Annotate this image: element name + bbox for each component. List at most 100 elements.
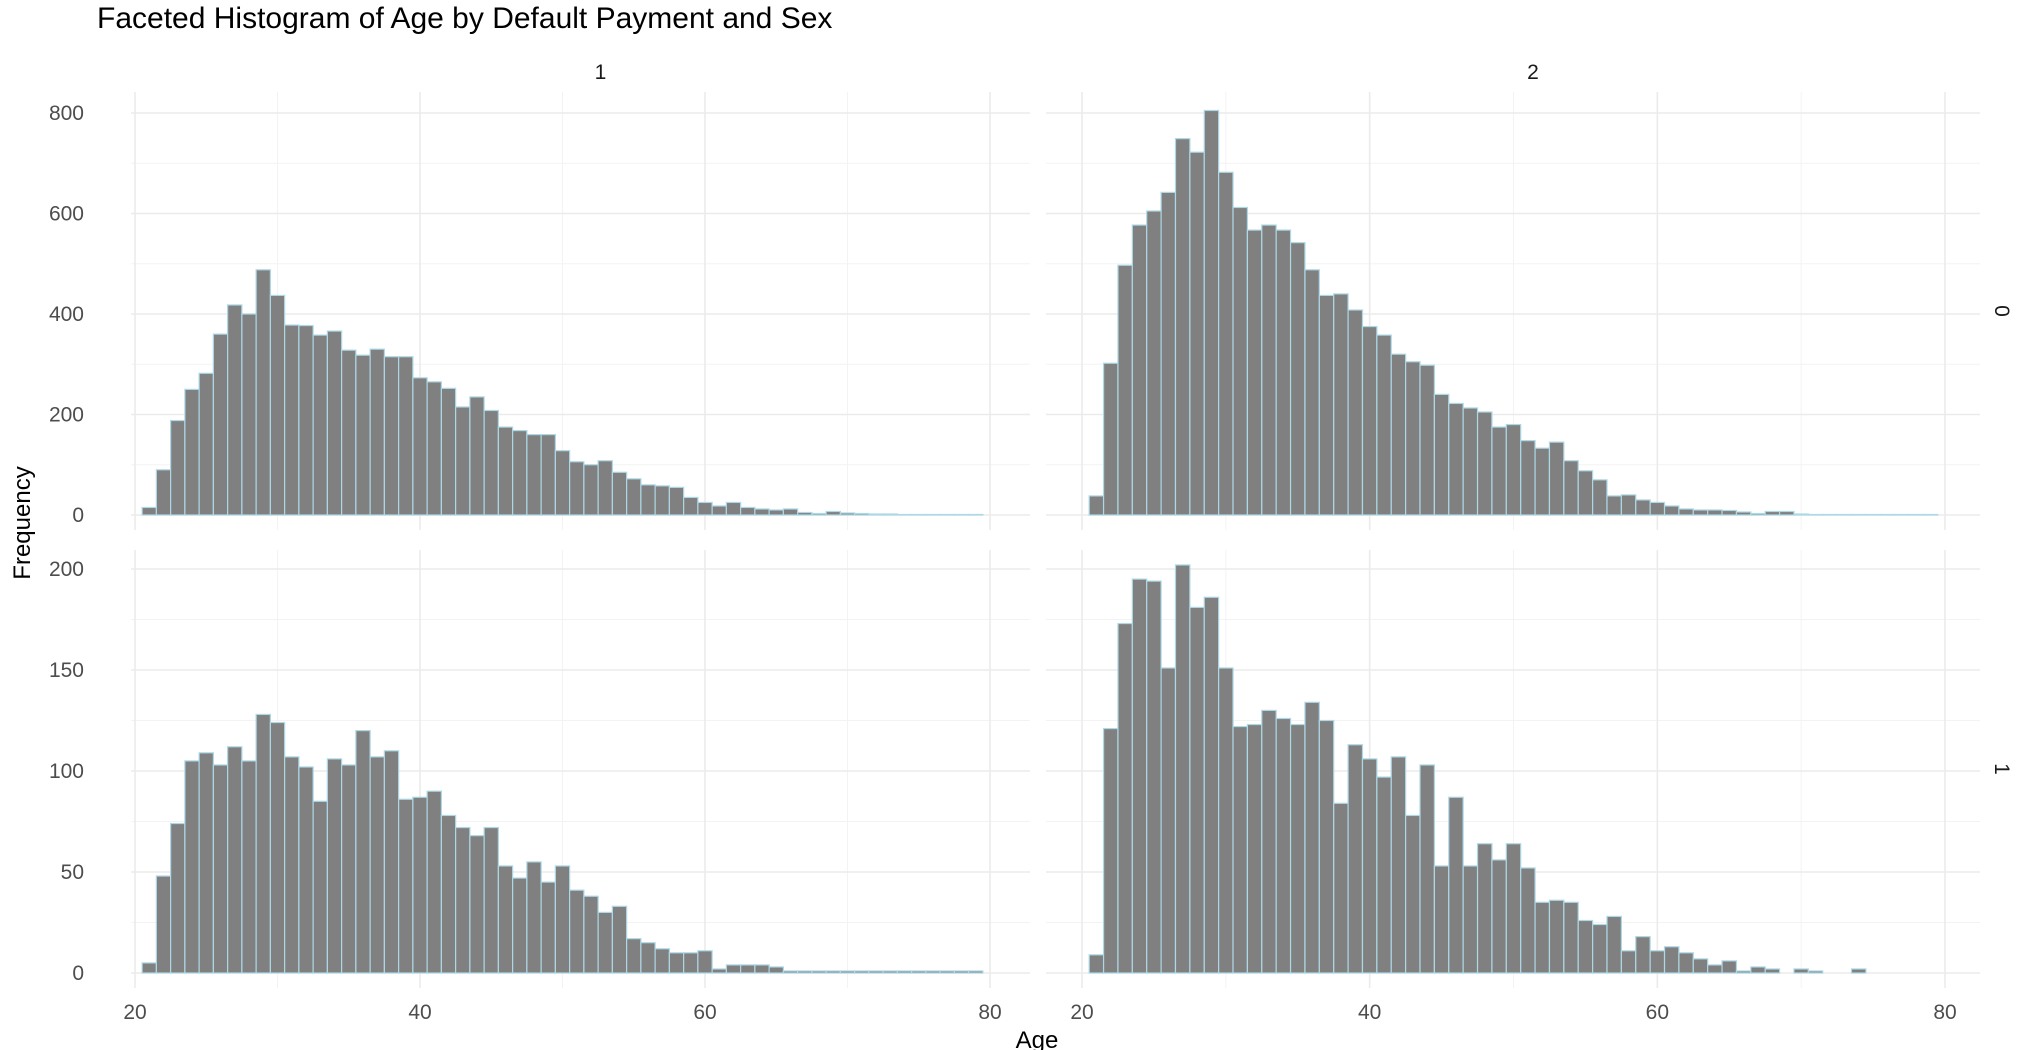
histogram-bar bbox=[455, 826, 471, 974]
histogram-bar bbox=[1807, 970, 1824, 974]
histogram-bar bbox=[398, 356, 414, 516]
histogram-bar bbox=[1678, 952, 1694, 974]
histogram-bar bbox=[854, 970, 870, 974]
histogram-bar bbox=[626, 478, 642, 516]
histogram-bar bbox=[911, 970, 927, 974]
histogram-bar bbox=[1102, 727, 1119, 974]
histogram-bar bbox=[184, 388, 200, 516]
histogram-bar bbox=[1606, 495, 1622, 516]
histogram-bar bbox=[1692, 958, 1709, 974]
histogram-bar bbox=[412, 796, 428, 974]
histogram-bar bbox=[569, 889, 585, 974]
histogram-bar bbox=[312, 334, 328, 516]
histogram-bar bbox=[512, 877, 528, 974]
histogram-bar bbox=[725, 501, 742, 516]
histogram-bar bbox=[668, 952, 685, 974]
histogram-bar bbox=[725, 964, 742, 974]
column-strip-label: 2 bbox=[1527, 61, 1539, 84]
histogram-bar bbox=[1261, 709, 1277, 974]
histogram-bar bbox=[1318, 719, 1335, 974]
histogram-bar bbox=[768, 966, 784, 974]
histogram-bar bbox=[1088, 495, 1105, 516]
histogram-bar bbox=[1735, 970, 1752, 974]
histogram-bar bbox=[1894, 513, 1910, 516]
histogram-bar bbox=[284, 324, 300, 516]
histogram-bar bbox=[1203, 596, 1220, 974]
x-tick-label: 40 bbox=[1358, 1001, 1381, 1024]
histogram-bar bbox=[1678, 508, 1694, 516]
histogram-bar bbox=[1160, 667, 1177, 974]
histogram-bar bbox=[1750, 966, 1766, 974]
histogram-bar bbox=[868, 970, 884, 974]
y-tick-label: 200 bbox=[49, 558, 84, 581]
histogram-bar bbox=[1620, 494, 1637, 516]
histogram-bar bbox=[1390, 756, 1407, 974]
histogram-bar bbox=[1663, 946, 1680, 974]
histogram-bar bbox=[1289, 242, 1306, 516]
histogram-bar bbox=[269, 294, 286, 516]
histogram-bar bbox=[640, 484, 656, 516]
histogram-bar bbox=[1275, 717, 1292, 974]
histogram-bar bbox=[1721, 960, 1738, 974]
histogram-bar bbox=[1592, 479, 1608, 516]
histogram-bar bbox=[141, 962, 157, 974]
histogram-bar bbox=[1246, 723, 1263, 974]
histogram-bar bbox=[1218, 667, 1234, 974]
histogram-bar bbox=[882, 970, 898, 974]
histogram-bar bbox=[269, 721, 286, 974]
histogram-bar bbox=[1419, 764, 1435, 974]
histogram-bar bbox=[968, 970, 984, 974]
histogram-bar bbox=[1376, 334, 1392, 516]
histogram-bar bbox=[1692, 509, 1709, 516]
histogram-bar bbox=[1275, 229, 1292, 516]
y-tick-label: 0 bbox=[72, 962, 84, 985]
histogram-bar bbox=[440, 387, 457, 516]
histogram-bar bbox=[825, 510, 841, 516]
histogram-bar bbox=[839, 512, 856, 516]
histogram-bar bbox=[711, 968, 727, 974]
histogram-bar bbox=[1548, 441, 1565, 516]
histogram-bar bbox=[654, 485, 670, 516]
histogram-bar bbox=[768, 509, 784, 516]
histogram-panel-2-1 bbox=[1088, 564, 1867, 974]
histogram-bar bbox=[1908, 513, 1925, 516]
histogram-bar bbox=[668, 486, 685, 516]
histogram-panel-1-0 bbox=[141, 269, 984, 516]
histogram-bar bbox=[1592, 923, 1608, 974]
histogram-bar bbox=[1707, 964, 1723, 974]
histogram-bar bbox=[911, 513, 927, 516]
histogram-bar bbox=[298, 766, 314, 974]
histogram-bar bbox=[953, 513, 970, 516]
histogram-bar bbox=[355, 729, 371, 974]
histogram-bar bbox=[1520, 867, 1536, 974]
histogram-bar bbox=[1361, 325, 1378, 516]
histogram-bar bbox=[1649, 950, 1666, 974]
histogram-bar bbox=[369, 348, 385, 516]
histogram-bar bbox=[854, 512, 870, 516]
histogram-bar bbox=[440, 814, 457, 974]
histogram-bar bbox=[1563, 901, 1579, 974]
x-tick-label: 80 bbox=[978, 1001, 1001, 1024]
histogram-bar bbox=[811, 970, 827, 974]
histogram-bar bbox=[1520, 440, 1536, 516]
y-axis-title: Frequency bbox=[9, 466, 36, 579]
histogram-bar bbox=[198, 752, 214, 974]
facet-strips: 1 2 0 1 bbox=[595, 61, 2013, 775]
histogram-bar bbox=[1376, 776, 1392, 974]
histogram-bar bbox=[1577, 470, 1594, 516]
histogram-bar bbox=[1232, 725, 1249, 974]
histogram-bar bbox=[939, 970, 955, 974]
histogram-bar bbox=[683, 496, 699, 516]
histogram-bar bbox=[1405, 814, 1421, 974]
histogram-bar bbox=[412, 377, 428, 516]
y-tick-label: 100 bbox=[49, 760, 84, 783]
histogram-bar bbox=[1117, 622, 1133, 974]
histogram-bar bbox=[341, 349, 357, 516]
histogram-bar bbox=[925, 970, 941, 974]
histogram-bar bbox=[740, 506, 756, 516]
histogram-bar bbox=[383, 750, 400, 974]
histogram-bar bbox=[1505, 843, 1522, 974]
histogram-bar bbox=[1131, 224, 1148, 516]
x-axis-title: Age bbox=[1016, 1027, 1059, 1050]
histogram-bar bbox=[1793, 968, 1809, 974]
